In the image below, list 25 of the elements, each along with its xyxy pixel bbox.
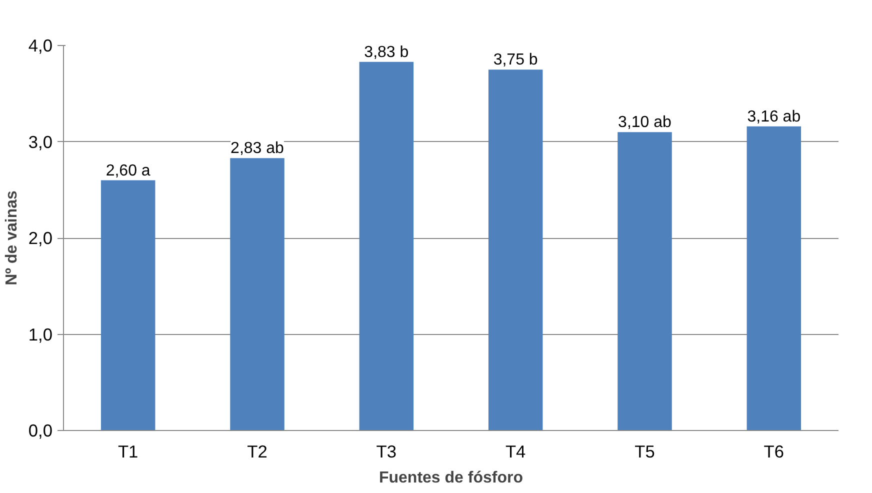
x-axis-title: Fuentes de fósforo xyxy=(378,470,524,486)
data-label: 2,83 ab xyxy=(230,140,284,158)
x-tick-label: T4 xyxy=(505,442,526,462)
x-tick-label: T1 xyxy=(118,442,138,462)
data-label: 2,60 a xyxy=(106,162,150,180)
x-tick-label: T5 xyxy=(634,442,655,462)
bar xyxy=(359,62,414,430)
data-label: 3,75 b xyxy=(493,52,538,69)
data-label: 3,16 ab xyxy=(747,108,801,126)
y-tick-label: 0,0 xyxy=(28,420,53,440)
bar xyxy=(488,70,543,430)
y-axis-title: Nº de vainas xyxy=(3,190,20,286)
y-tick-label: 3,0 xyxy=(28,132,53,152)
y-tick-label: 4,0 xyxy=(28,36,53,56)
y-tick-label: 2,0 xyxy=(28,228,53,248)
x-tick-label: T6 xyxy=(764,442,784,462)
bar xyxy=(618,132,672,430)
y-tick-label: 1,0 xyxy=(28,324,53,344)
x-tick-label: T2 xyxy=(247,442,268,462)
bar xyxy=(100,180,156,430)
bar xyxy=(746,126,802,430)
x-tick-label: T3 xyxy=(376,442,397,462)
data-label: 3,83 b xyxy=(364,44,409,61)
bar xyxy=(230,158,284,430)
data-label: 3,10 ab xyxy=(618,114,672,132)
